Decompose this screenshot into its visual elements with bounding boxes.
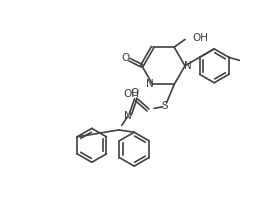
Text: S: S [162,101,168,111]
Text: OH: OH [192,33,208,43]
Text: O: O [130,88,138,98]
Text: N: N [146,80,154,89]
Text: O: O [121,53,130,63]
Text: N: N [124,111,132,121]
Text: N: N [184,61,192,71]
Text: OH: OH [123,89,139,99]
